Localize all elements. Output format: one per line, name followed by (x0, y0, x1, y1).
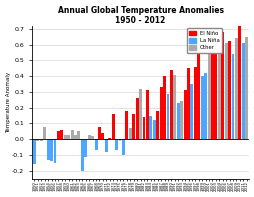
Bar (53, 139, 56, 163)
Bar (33, 139, 36, 164)
Bar (46, 139, 49, 160)
Bar (145, 90, 148, 139)
Bar (237, 26, 240, 139)
Bar (125, 111, 128, 139)
Bar (186, 68, 189, 139)
Bar (121, 139, 124, 155)
Bar (128, 128, 131, 139)
Bar (176, 103, 179, 139)
Bar (60, 130, 63, 139)
Bar (132, 114, 135, 139)
Bar (244, 37, 247, 139)
Bar (183, 90, 186, 139)
Bar (57, 131, 60, 139)
Bar (108, 138, 111, 139)
Bar (200, 76, 203, 139)
Bar (98, 127, 101, 139)
Bar (142, 117, 145, 139)
Bar (193, 67, 196, 139)
Bar (77, 131, 80, 139)
Bar (210, 40, 213, 139)
Bar (118, 139, 121, 141)
Y-axis label: Temperature Anomaly: Temperature Anomaly (6, 72, 10, 133)
Legend: El Niño, La Niña, Other: El Niño, La Niña, Other (186, 28, 221, 53)
Bar (163, 76, 165, 139)
Bar (190, 84, 193, 139)
Bar (91, 136, 94, 139)
Bar (81, 139, 84, 171)
Bar (234, 38, 237, 139)
Bar (40, 139, 43, 141)
Bar (135, 98, 138, 139)
Bar (220, 32, 223, 139)
Bar (224, 43, 227, 139)
Bar (197, 40, 199, 139)
Bar (70, 130, 73, 139)
Title: Annual Global Temperature Anomalies
1950 - 2012: Annual Global Temperature Anomalies 1950… (57, 6, 223, 25)
Bar (166, 94, 169, 139)
Bar (203, 73, 206, 139)
Bar (139, 89, 141, 139)
Bar (149, 116, 152, 139)
Bar (214, 42, 216, 139)
Bar (169, 70, 172, 139)
Bar (36, 139, 39, 141)
Bar (87, 135, 90, 139)
Bar (156, 111, 158, 139)
Bar (227, 42, 230, 139)
Bar (64, 135, 67, 139)
Bar (94, 139, 97, 150)
Bar (180, 101, 182, 139)
Bar (67, 135, 70, 139)
Bar (241, 43, 244, 139)
Bar (217, 54, 220, 139)
Bar (231, 54, 233, 139)
Bar (50, 139, 53, 161)
Bar (173, 75, 176, 139)
Bar (152, 120, 155, 139)
Bar (207, 54, 210, 139)
Bar (84, 139, 87, 157)
Bar (43, 127, 46, 139)
Bar (115, 139, 118, 150)
Bar (101, 133, 104, 139)
Bar (74, 135, 77, 139)
Bar (104, 139, 107, 152)
Bar (111, 114, 114, 139)
Bar (159, 87, 162, 139)
